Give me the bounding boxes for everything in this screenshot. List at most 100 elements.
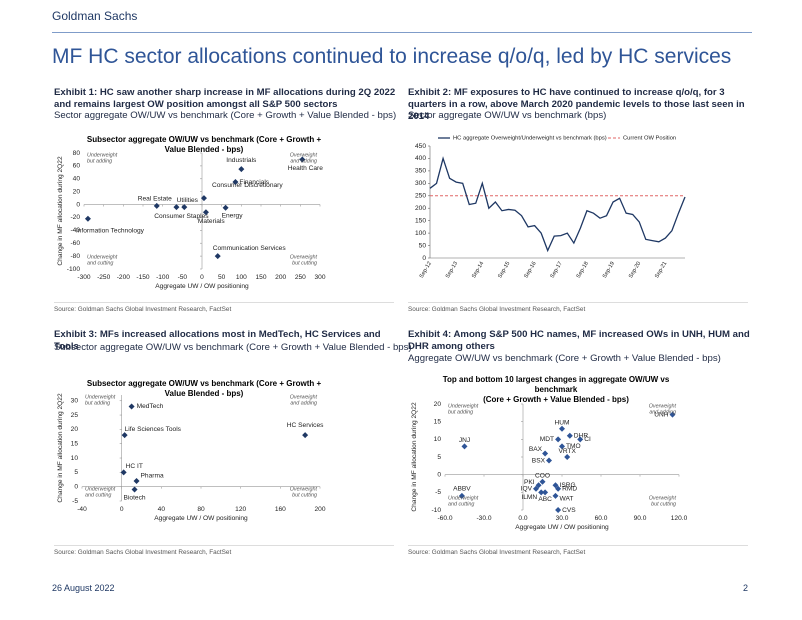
x-tick-label: 90.0 bbox=[634, 515, 647, 522]
y-tick-label: 0 bbox=[76, 201, 80, 208]
chart-title: benchmark bbox=[535, 385, 578, 394]
x-axis-label: Aggregate UW / OW positioning bbox=[515, 524, 609, 531]
point-label: Health Care bbox=[288, 165, 324, 172]
point-label: HC IT bbox=[126, 463, 143, 470]
point-label: Biotech bbox=[124, 494, 146, 501]
exhibit-heading: Exhibit 2: MF exposures to HC have conti… bbox=[408, 87, 745, 122]
chart-title: Value Blended - bps) bbox=[165, 145, 244, 154]
point-label: Financials bbox=[239, 179, 269, 186]
y-axis-label: Change in MF allocation during 2Q22 bbox=[411, 402, 418, 512]
x-tick-label: 40 bbox=[158, 506, 166, 513]
data-point bbox=[564, 454, 571, 460]
data-point bbox=[153, 202, 160, 209]
quadrant-note: and adding bbox=[290, 400, 317, 406]
data-point bbox=[458, 492, 465, 499]
data-point bbox=[552, 482, 559, 489]
point-label: Information Technology bbox=[76, 227, 145, 234]
chart-title: (Core + Growth + Value Blended - bps) bbox=[483, 395, 629, 404]
chart: Subsector aggregate OW/UW vs benchmark (… bbox=[57, 135, 326, 290]
data-point bbox=[200, 195, 207, 202]
point-label: Energy bbox=[222, 213, 244, 220]
data-point bbox=[232, 179, 239, 185]
page-number: 2 bbox=[743, 583, 749, 593]
x-tick-label: 120.0 bbox=[671, 515, 688, 522]
x-tick-label: 250 bbox=[295, 274, 306, 281]
x-tick-label: 50 bbox=[218, 274, 226, 281]
point-label: RMD bbox=[562, 486, 577, 493]
y-axis-label: Change in MF allocation during 2Q22 bbox=[57, 393, 64, 503]
point-label: Pharma bbox=[141, 473, 164, 480]
x-tick-label: Sep-18 bbox=[576, 261, 590, 280]
point-label: ABBV bbox=[453, 486, 471, 493]
quadrant-note: but cutting bbox=[651, 501, 676, 507]
point-label: Real Estate bbox=[138, 196, 172, 203]
chart-title: Subsector aggregate OW/UW vs benchmark (… bbox=[87, 135, 322, 144]
data-point bbox=[222, 204, 229, 211]
x-tick-label: -200 bbox=[117, 274, 131, 281]
x-tick-label: 0.0 bbox=[518, 515, 527, 522]
data-point bbox=[120, 469, 127, 476]
data-point bbox=[181, 204, 188, 211]
y-tick-label: 0 bbox=[422, 255, 426, 262]
x-tick-label: Sep-19 bbox=[602, 261, 616, 280]
x-tick-label: -30.0 bbox=[476, 515, 491, 522]
point-label: MedTech bbox=[137, 403, 164, 410]
x-tick-label: 0 bbox=[120, 506, 124, 513]
brand: Goldman Sachs bbox=[52, 9, 138, 23]
point-label: TMO bbox=[566, 443, 581, 450]
y-tick-label: 80 bbox=[73, 150, 81, 157]
source: Source: Goldman Sachs Global Investment … bbox=[54, 306, 232, 313]
point-label: HUM bbox=[554, 419, 569, 426]
data-point bbox=[299, 156, 306, 163]
x-tick-label: 80 bbox=[197, 506, 205, 513]
point-label: COO bbox=[535, 472, 550, 479]
page-title: MF HC sector allocations continued to in… bbox=[52, 45, 732, 68]
chart: Subsector aggregate OW/UW vs benchmark (… bbox=[57, 379, 326, 522]
chart-title: Top and bottom 10 largest changes in agg… bbox=[443, 375, 670, 384]
exhibit-subtitle: Sector aggregate OW/UW vs benchmark (bps… bbox=[408, 110, 607, 121]
data-point bbox=[539, 478, 546, 485]
point-label: WAT bbox=[560, 496, 574, 503]
chart-title: Subsector aggregate OW/UW vs benchmark (… bbox=[87, 379, 322, 388]
exhibit-heading: Exhibit 1: HC saw another sharp increase… bbox=[54, 87, 396, 110]
y-tick-label: 150 bbox=[415, 217, 426, 224]
point-label: VRTX bbox=[558, 448, 576, 455]
x-tick-label: 150 bbox=[255, 274, 266, 281]
source: Source: Goldman Sachs Global Investment … bbox=[408, 549, 586, 556]
data-point bbox=[533, 485, 539, 492]
header-rule bbox=[52, 32, 752, 33]
point-label: BSX bbox=[532, 457, 546, 464]
quadrant-note: Underweight bbox=[448, 403, 479, 409]
point-label: ISRG bbox=[560, 482, 576, 489]
x-tick-label: 300 bbox=[314, 274, 325, 281]
x-tick-label: Sep-16 bbox=[523, 261, 537, 280]
x-axis-label: Aggregate UW / OW positioning bbox=[154, 515, 248, 522]
y-tick-label: 20 bbox=[73, 188, 81, 195]
exhibit-subtitle: Aggregate OW/UW vs benchmark (Core + Gro… bbox=[408, 353, 721, 364]
x-tick-label: -300 bbox=[77, 274, 91, 281]
legend-label: HC aggregate Overweight/Underweight vs b… bbox=[453, 136, 607, 142]
data-point bbox=[552, 492, 559, 499]
series-line bbox=[429, 156, 686, 253]
exhibit-subtitle: Subsector aggregate OW/UW vs benchmark (… bbox=[54, 342, 412, 353]
quadrant-note: Overweight bbox=[290, 394, 318, 400]
point-label: HC Services bbox=[287, 422, 324, 429]
y-tick-label: 450 bbox=[415, 143, 426, 150]
point-label: CI bbox=[584, 436, 591, 443]
data-point bbox=[538, 489, 545, 496]
quadrant-note: and cutting bbox=[85, 492, 111, 498]
x-tick-label: -50 bbox=[178, 274, 188, 281]
y-tick-label: -80 bbox=[70, 253, 80, 260]
point-label: DHR bbox=[574, 433, 589, 440]
y-tick-label: -100 bbox=[67, 266, 81, 273]
data-point bbox=[202, 209, 209, 216]
x-tick-label: Sep-20 bbox=[628, 261, 642, 280]
y-tick-label: 5 bbox=[74, 469, 78, 476]
y-tick-label: 0 bbox=[74, 483, 78, 490]
x-tick-label: 100 bbox=[236, 274, 247, 281]
y-tick-label: 5 bbox=[437, 454, 441, 461]
point-label: Consumer Discretionary bbox=[212, 182, 283, 189]
data-point bbox=[121, 432, 128, 439]
y-tick-label: 400 bbox=[415, 155, 426, 162]
